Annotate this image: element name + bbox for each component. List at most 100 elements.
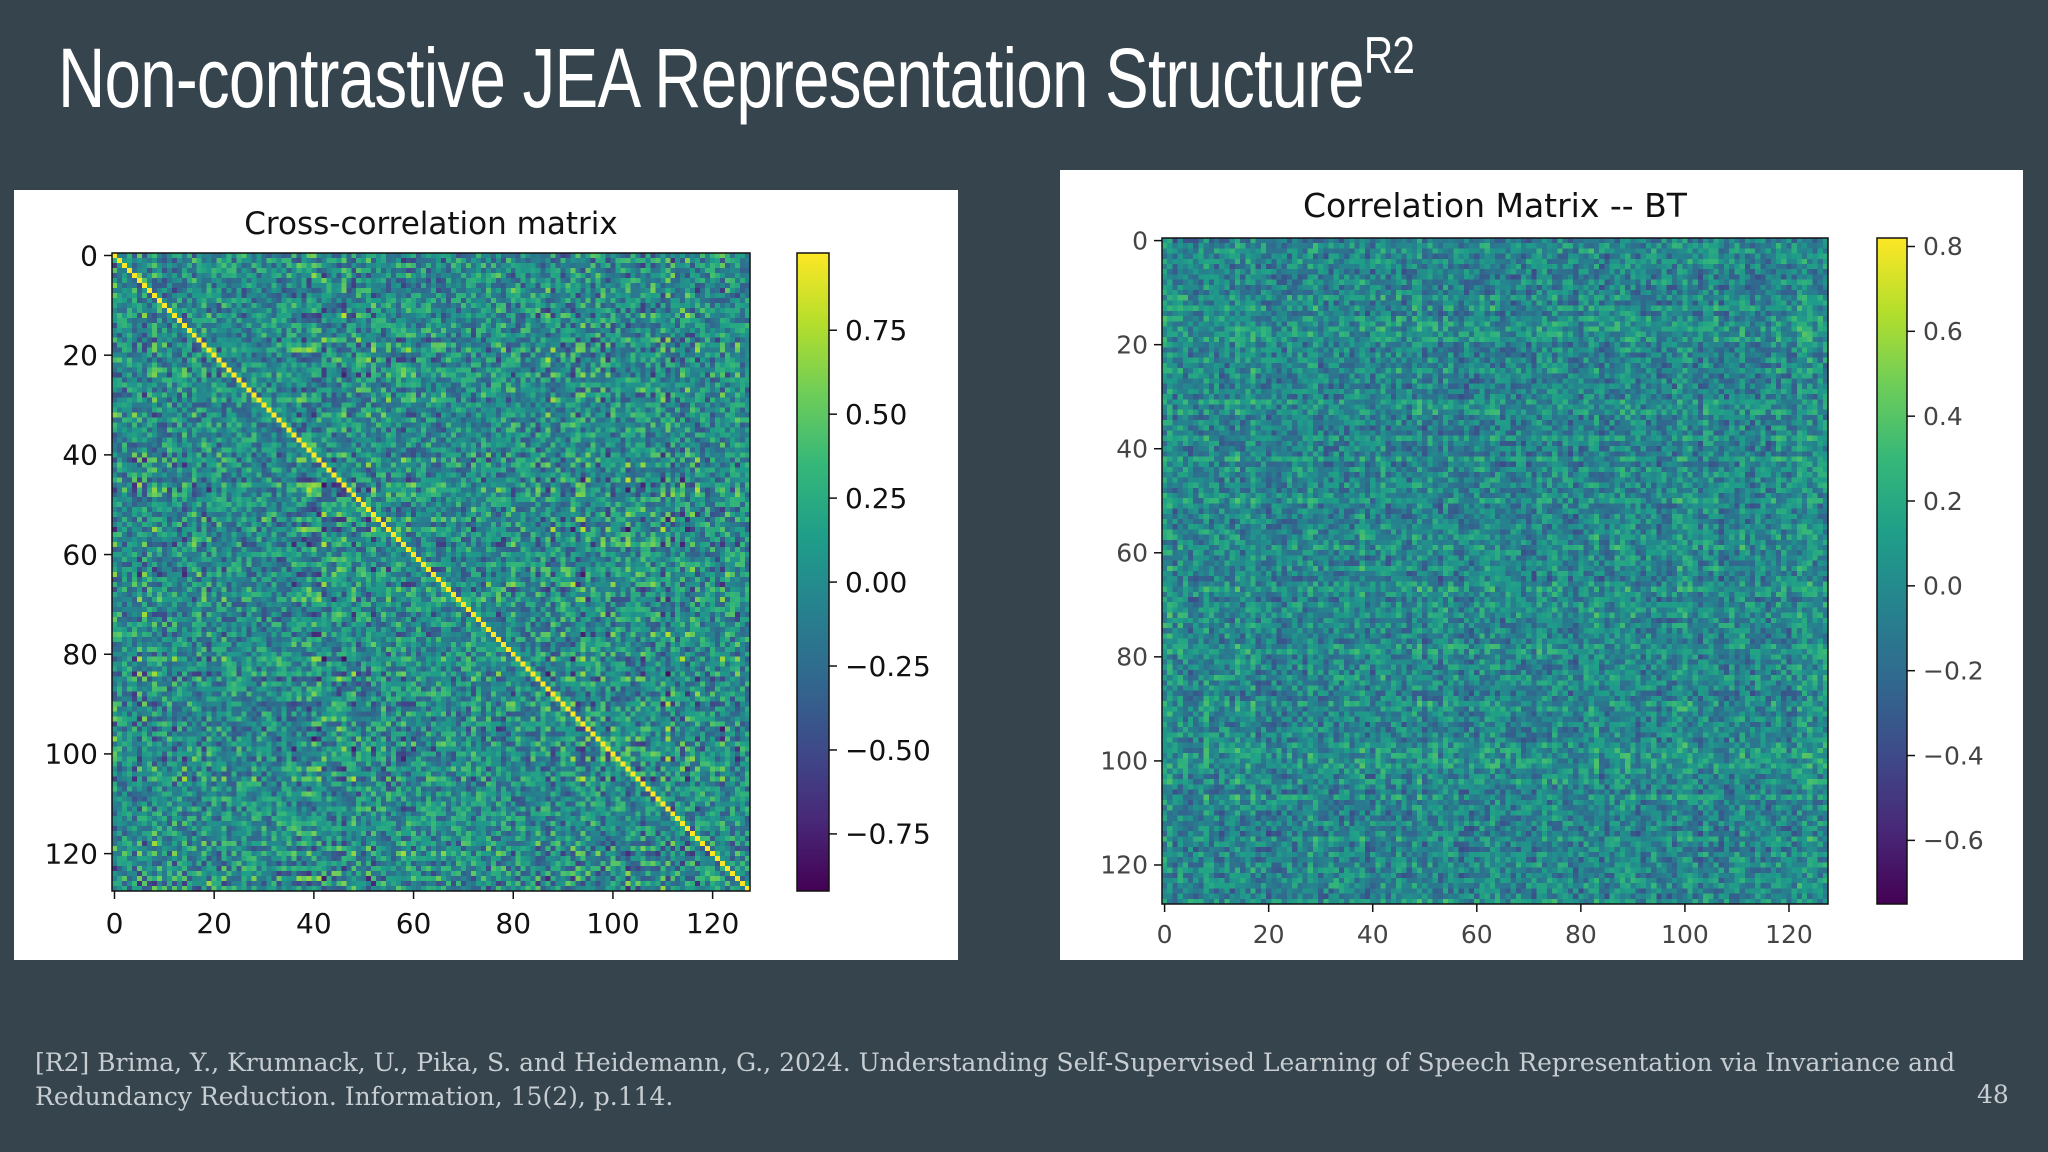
heatmap-cell	[161, 287, 168, 294]
heatmap-cell	[515, 387, 522, 394]
heatmap-cell	[520, 282, 527, 289]
heatmap-cell	[406, 287, 412, 294]
heatmap-cell	[181, 422, 188, 429]
heatmap-cell	[431, 417, 437, 424]
heatmap-cell	[705, 307, 711, 314]
heatmap-cell	[650, 262, 656, 269]
heatmap-cell	[565, 407, 572, 414]
heatmap-cell	[271, 417, 278, 424]
heatmap-cell	[321, 292, 327, 299]
heatmap-cell	[600, 352, 607, 359]
heatmap-cell	[396, 442, 402, 448]
heatmap-cell	[485, 372, 492, 379]
heatmap-cell	[615, 302, 621, 309]
heatmap-cell	[480, 317, 487, 324]
heatmap-cell	[416, 267, 422, 274]
heatmap-cell	[575, 382, 582, 389]
heatmap-cell	[595, 387, 602, 394]
heatmap-cell	[540, 437, 547, 443]
heatmap-cell	[221, 282, 228, 289]
heatmap-cell	[136, 307, 143, 314]
heatmap-cell	[695, 432, 701, 439]
heatmap-cell	[321, 307, 327, 314]
heatmap-cell	[231, 272, 238, 279]
heatmap-cell	[231, 377, 238, 384]
heatmap-cell	[356, 292, 362, 299]
heatmap-cell	[196, 322, 203, 329]
heatmap-cell	[600, 272, 607, 279]
heatmap-cell	[351, 332, 357, 339]
heatmap-cell	[231, 297, 238, 304]
heatmap-cell	[630, 342, 636, 349]
heatmap-cell	[121, 427, 128, 434]
heatmap-cell	[371, 332, 377, 339]
heatmap-cell	[495, 297, 502, 304]
heatmap-cell	[565, 422, 572, 429]
heatmap-cell	[121, 402, 128, 409]
heatmap-cell	[231, 422, 238, 429]
heatmap-cell	[640, 347, 646, 354]
heatmap-cell	[525, 432, 532, 439]
heatmap-cell	[151, 382, 158, 389]
heatmap-cell	[236, 253, 243, 259]
heatmap-cell	[690, 442, 696, 448]
heatmap-cell	[136, 372, 143, 379]
heatmap-cell	[555, 287, 562, 294]
heatmap-cell	[510, 332, 517, 339]
heatmap-cell	[670, 267, 676, 274]
heatmap-cell	[570, 257, 577, 264]
heatmap-cell	[530, 367, 537, 374]
heatmap-cell	[555, 442, 562, 448]
heatmap-cell	[435, 292, 442, 299]
heatmap-cell	[426, 367, 432, 374]
heatmap-cell	[311, 367, 317, 374]
heatmap-cell	[291, 253, 298, 259]
heatmap-cell	[450, 347, 457, 354]
heatmap-cell	[321, 267, 327, 274]
heatmap-cell	[396, 422, 402, 429]
heatmap-cell	[426, 387, 432, 394]
heatmap-cell	[371, 307, 377, 314]
heatmap-cell	[401, 337, 407, 344]
heatmap-cell	[216, 253, 223, 259]
heatmap-cell	[545, 407, 552, 414]
heatmap-cell	[226, 272, 233, 279]
heatmap-cell	[480, 397, 487, 404]
heatmap-cell	[515, 302, 522, 309]
heatmap-cell	[321, 327, 327, 334]
heatmap-cell	[595, 272, 602, 279]
heatmap-cell	[231, 442, 238, 448]
heatmap-cell	[161, 292, 168, 299]
heatmap-cell	[126, 427, 133, 434]
heatmap-cell	[356, 442, 362, 448]
heatmap-cell	[171, 402, 178, 409]
heatmap-cell	[276, 253, 283, 259]
heatmap-cell	[635, 347, 641, 354]
heatmap-cell	[156, 437, 163, 443]
heatmap-cell	[520, 427, 527, 434]
heatmap-cell	[306, 372, 312, 379]
heatmap-cell	[665, 387, 671, 394]
heatmap-cell	[236, 337, 243, 344]
heatmap-cell	[112, 397, 118, 404]
heatmap-cell	[236, 357, 243, 364]
heatmap-cell	[366, 417, 372, 424]
heatmap-cell	[331, 402, 337, 409]
heatmap-cell	[216, 352, 223, 359]
heatmap-cell	[665, 327, 671, 334]
heatmap-cell	[450, 337, 457, 344]
heatmap-cell	[326, 392, 332, 399]
heatmap-cell	[435, 257, 442, 264]
heatmap-cell	[316, 402, 322, 409]
heatmap-cell	[241, 382, 248, 389]
heatmap-cell	[112, 272, 118, 279]
heatmap-cell	[181, 417, 188, 424]
heatmap-cell	[211, 362, 218, 369]
heatmap-cell	[550, 402, 557, 409]
heatmap-cell	[680, 442, 686, 448]
heatmap-cell	[366, 422, 372, 429]
heatmap-cell	[161, 312, 168, 319]
heatmap-cell	[286, 347, 293, 354]
heatmap-cell	[386, 437, 392, 443]
heatmap-cell	[151, 397, 158, 404]
